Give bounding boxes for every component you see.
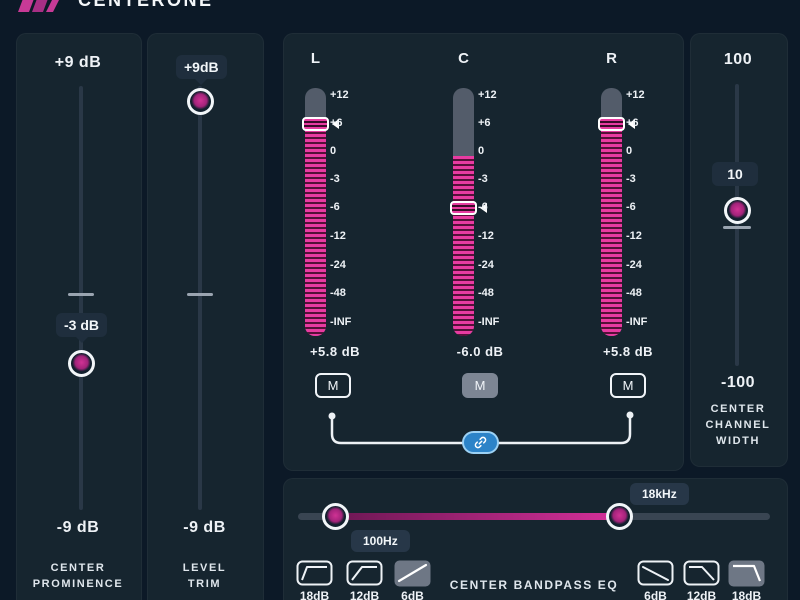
channel-label-right: R <box>606 50 617 67</box>
mute-button-center[interactable]: M <box>462 373 498 398</box>
slope-gentle-lowpass-icon <box>637 560 674 586</box>
eq-active-range <box>336 513 620 520</box>
width-value-badge: 10 <box>712 162 758 186</box>
prominence-title-line2: PROMINENCE <box>32 578 124 590</box>
highcut-slope-18db-button[interactable] <box>728 560 765 587</box>
prominence-title-line1: CENTER <box>50 562 106 574</box>
meter-level-left <box>305 124 326 336</box>
slope-medium-lowpass-icon <box>683 560 720 586</box>
plugin-title: CENTERONE <box>78 0 214 10</box>
prominence-min-label: -9 dB <box>56 519 100 536</box>
width-fader-track[interactable] <box>735 84 739 366</box>
width-max-label: 100 <box>723 51 753 68</box>
prominence-value-badge: -3 dB <box>56 313 107 343</box>
meter-fader-handle-right[interactable] <box>598 117 625 131</box>
slope-steep-lowpass-icon <box>728 560 765 587</box>
eq-low-freq-knob[interactable] <box>322 503 349 530</box>
mute-button-right[interactable]: M <box>610 373 646 398</box>
meter-fader-handle-center[interactable] <box>450 201 477 215</box>
lr-link-button[interactable] <box>462 431 499 454</box>
slope-gentle-highpass-icon <box>394 560 431 587</box>
width-title-line3: WIDTH <box>715 435 761 447</box>
highcut-6db-label: 6dB <box>644 589 667 600</box>
prominence-center-mark <box>68 293 94 296</box>
lowcut-12db-label: 12dB <box>349 589 380 600</box>
highcut-slope-12db-button[interactable] <box>683 560 720 587</box>
eq-section-title: CENTER BANDPASS EQ <box>449 578 619 592</box>
level-reading-right: +5.8 dB <box>602 344 654 359</box>
level-reading-center: -6.0 dB <box>456 344 504 359</box>
width-title-line2: CHANNEL <box>705 419 771 431</box>
meter-fader-arrow-left-icon <box>332 119 339 129</box>
lowcut-slope-18db-button[interactable] <box>296 560 333 587</box>
meter-level-right <box>601 124 622 336</box>
lowcut-slope-12db-button[interactable] <box>346 560 383 587</box>
highcut-18db-label: 18dB <box>731 589 762 600</box>
eq-high-freq-knob[interactable] <box>606 503 633 530</box>
trim-fader-knob[interactable] <box>187 88 214 115</box>
lowcut-6db-label: 6dB <box>401 589 424 600</box>
meter-level-center <box>453 156 474 336</box>
trim-value-badge: +9dB <box>176 55 227 85</box>
width-min-label: -100 <box>720 374 756 391</box>
prominence-fader-knob[interactable] <box>68 350 95 377</box>
trim-center-mark <box>187 293 213 296</box>
level-trim-panel <box>147 33 264 600</box>
meter-bar-left <box>305 88 326 336</box>
meter-fader-arrow-right-icon <box>628 119 635 129</box>
trim-title-line2: TRIM <box>187 578 222 590</box>
prominence-fader-track[interactable] <box>79 86 83 510</box>
meter-scale-left: +12 +6 0 -3 -6 -12 -24 -48 -INF <box>330 89 352 328</box>
trim-min-label: -9 dB <box>183 519 226 536</box>
prominence-max-label: +9 dB <box>54 54 102 71</box>
level-reading-left: +5.8 dB <box>309 344 361 359</box>
meter-bar-right <box>601 88 622 336</box>
center-width-panel <box>690 33 788 467</box>
highcut-slope-6db-button[interactable] <box>637 560 674 587</box>
mute-button-left[interactable]: M <box>315 373 351 398</box>
meter-fader-arrow-center-icon <box>480 203 487 213</box>
meter-scale-center: +12 +6 0 -3 -6 -12 -24 -48 -INF <box>478 89 500 328</box>
eq-low-freq-badge: 100Hz <box>351 530 410 552</box>
trim-title-line1: LEVEL <box>182 562 227 574</box>
trim-fader-track[interactable] <box>198 86 202 510</box>
channel-label-center: C <box>458 50 469 67</box>
meter-scale-right: +12 +6 0 -3 -6 -12 -24 -48 -INF <box>626 89 648 328</box>
lowcut-18db-label: 18dB <box>299 589 330 600</box>
leapwing-logo-icon <box>18 0 59 12</box>
highcut-12db-label: 12dB <box>686 589 717 600</box>
eq-high-freq-badge: 18kHz <box>630 483 689 505</box>
width-center-mark <box>723 226 751 229</box>
width-fader-knob[interactable] <box>724 197 751 224</box>
slope-medium-highpass-icon <box>346 560 383 586</box>
channel-label-left: L <box>310 50 321 67</box>
slope-steep-highpass-icon <box>296 560 333 586</box>
meter-fader-handle-left[interactable] <box>302 117 329 131</box>
lowcut-slope-6db-button[interactable] <box>394 560 431 587</box>
width-title-line1: CENTER <box>710 403 766 415</box>
link-icon <box>474 436 487 449</box>
